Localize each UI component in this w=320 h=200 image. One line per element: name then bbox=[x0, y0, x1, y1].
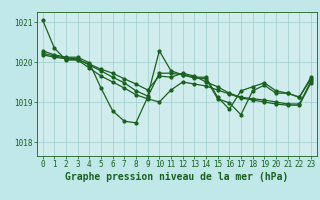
X-axis label: Graphe pression niveau de la mer (hPa): Graphe pression niveau de la mer (hPa) bbox=[65, 172, 288, 182]
